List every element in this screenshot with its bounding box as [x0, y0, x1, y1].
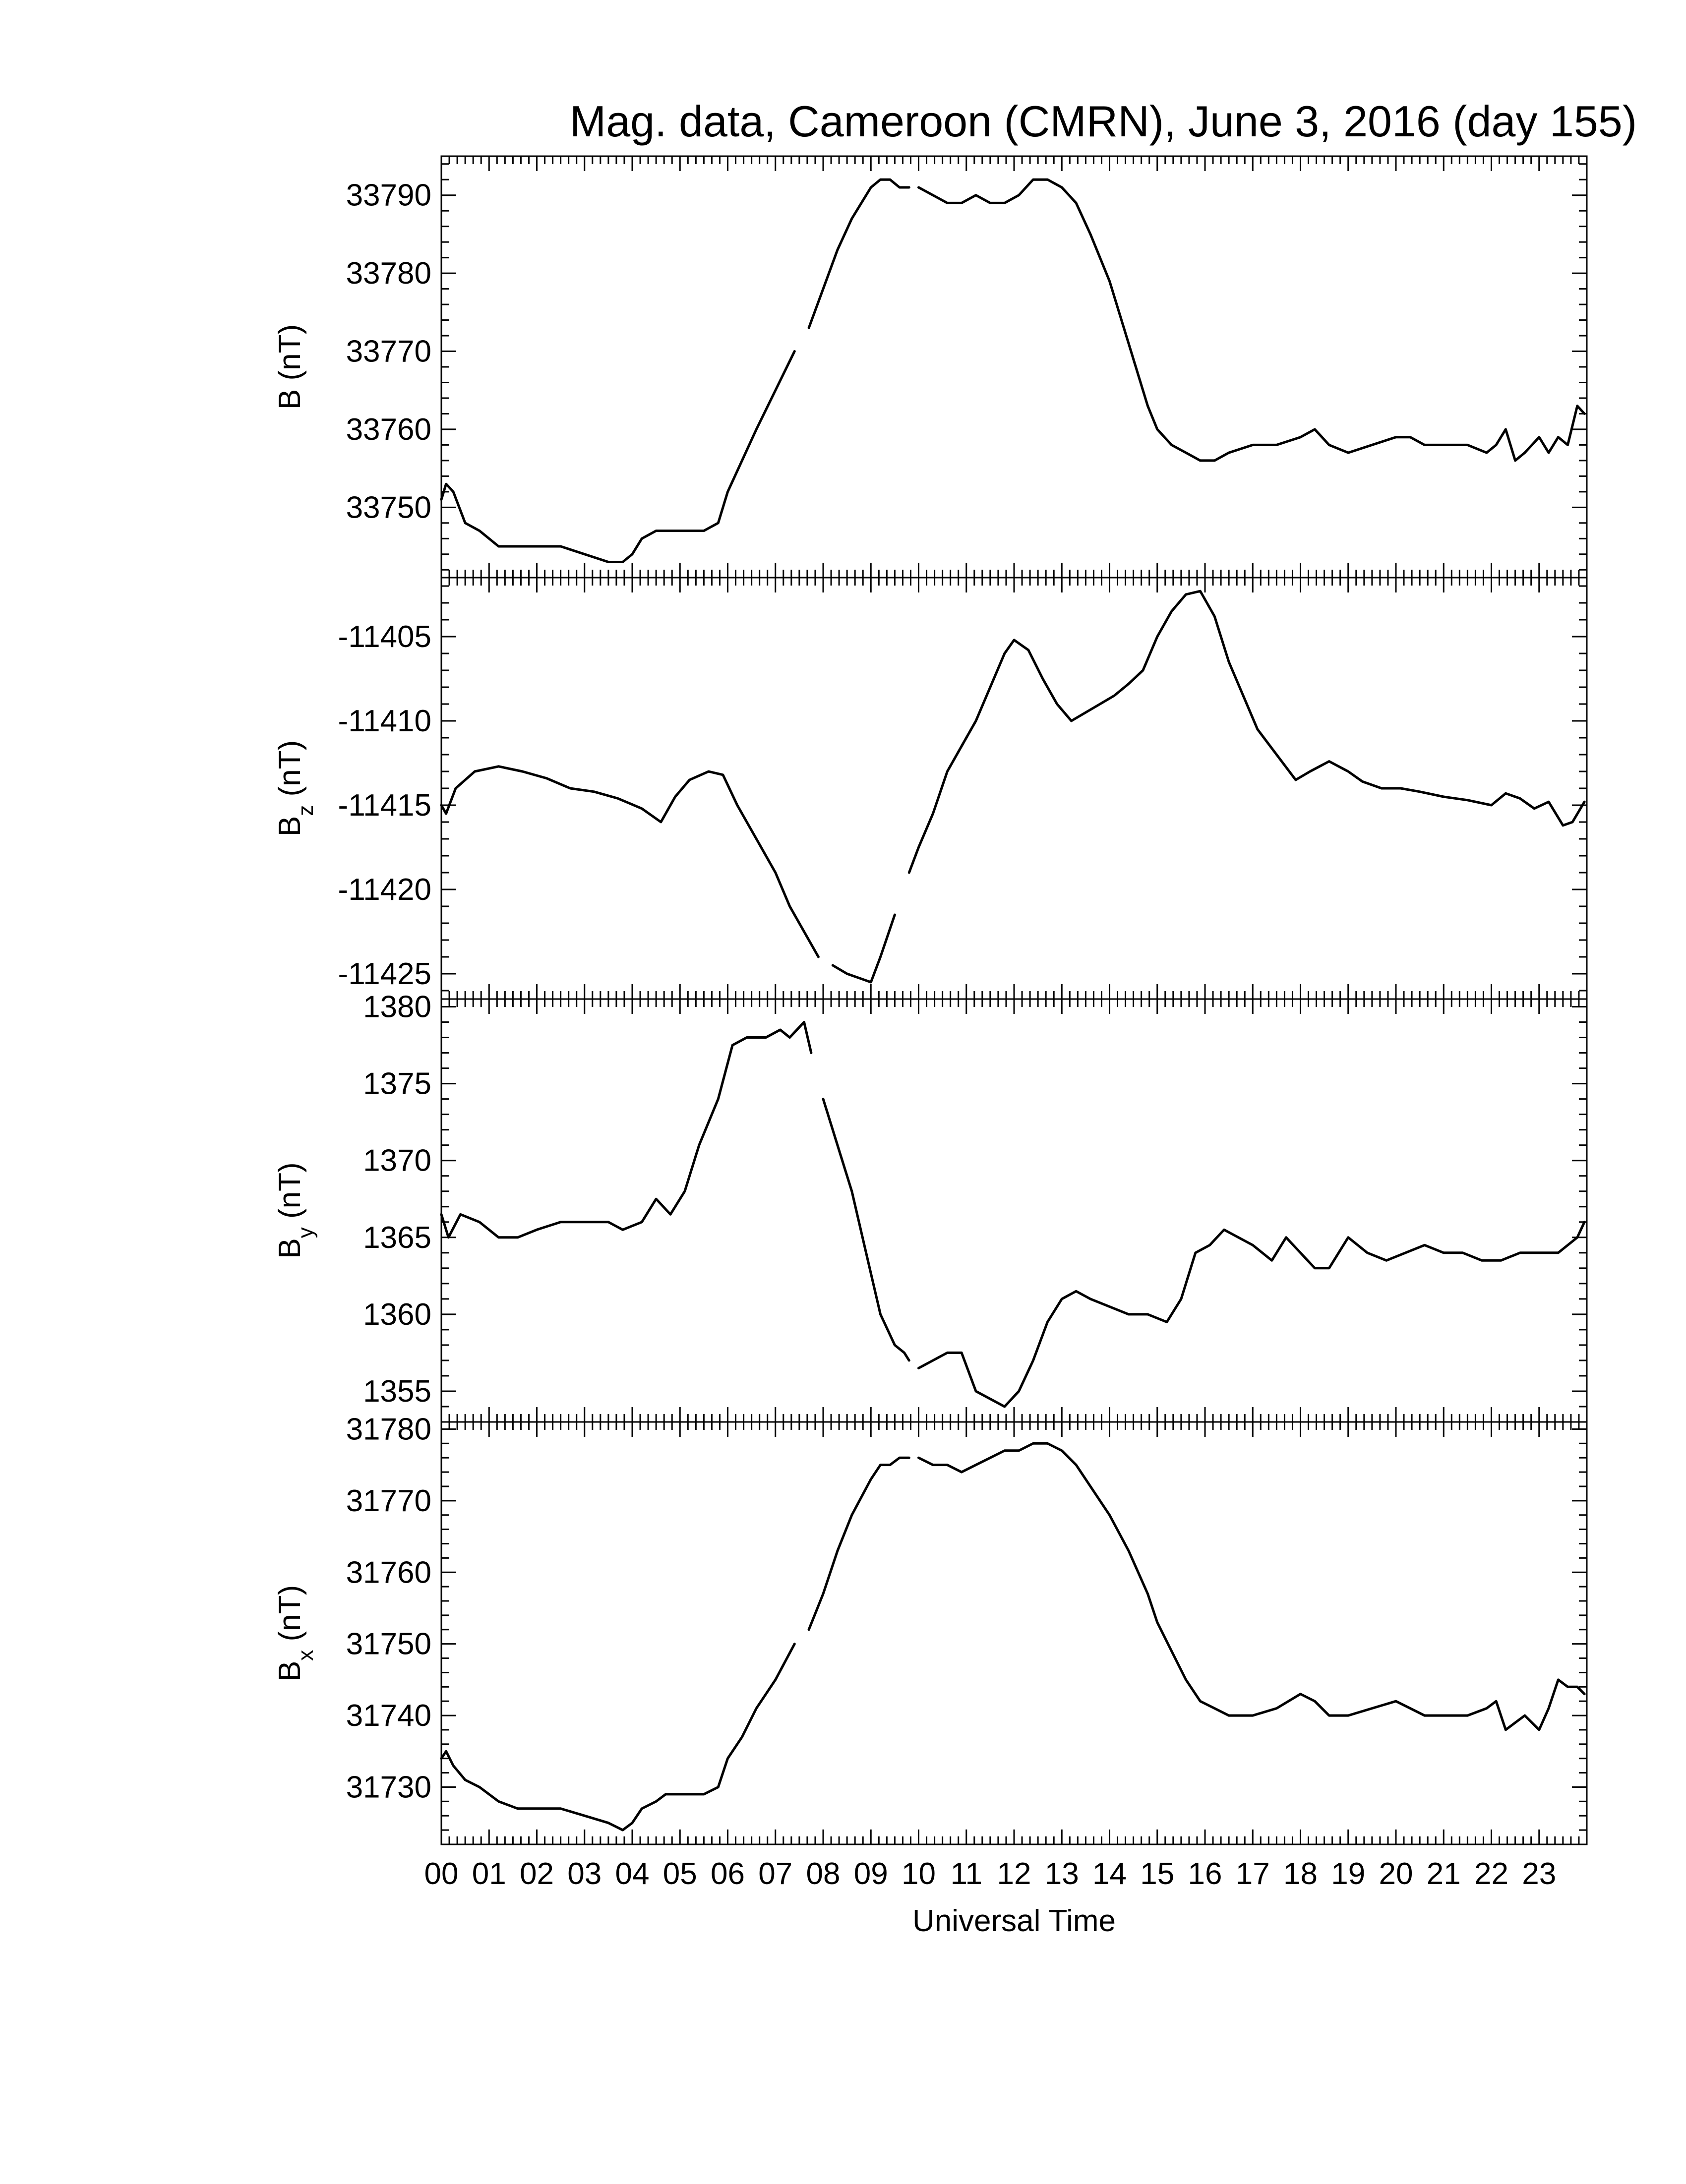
x-tick-label: 14 [1092, 1857, 1127, 1891]
y-axis-label-unit: (nT) [273, 1585, 307, 1650]
x-tick-label: 00 [424, 1857, 459, 1891]
x-tick-label: 04 [615, 1857, 650, 1891]
y-axis-label-unit: (nT) [273, 1162, 307, 1227]
series-line-by [440, 1021, 1586, 1408]
y-axis-label-b: B (nT) [273, 324, 307, 410]
x-tick-label: 22 [1474, 1857, 1508, 1891]
y-axis-label-main: B [273, 1661, 307, 1681]
x-tick-label: 20 [1379, 1857, 1413, 1891]
panel-bx: 31730 31740 31750 31760 31770 31780 Bx (nT) [273, 1412, 1588, 1845]
x-tick-label: 21 [1427, 1857, 1461, 1891]
x-tick-label: 19 [1331, 1857, 1365, 1891]
y-tick-label: 33780 [346, 256, 431, 291]
y-tick-label: -11420 [338, 873, 431, 907]
x-tick-label: 15 [1140, 1857, 1174, 1891]
y-axis-label-main: B [273, 816, 307, 836]
y-axis-label-main: B [273, 1238, 307, 1258]
y-tick-label: -11415 [338, 788, 431, 823]
panel-frame [440, 155, 1588, 579]
y-axis-label-unit: (nT) [273, 324, 307, 389]
series-line-bz [440, 590, 1586, 984]
x-tick-label: 09 [854, 1857, 888, 1891]
y-axis-label-sub: x [294, 1650, 318, 1661]
y-tick-label: 31730 [346, 1770, 431, 1804]
x-tick-label: 07 [758, 1857, 792, 1891]
panel-by: 1355 1360 1365 1370 1375 1380 By (nT) [273, 990, 1588, 1423]
y-tick-label: 1360 [363, 1298, 431, 1332]
x-tick-label: 08 [806, 1857, 841, 1891]
y-tick-label: -11405 [338, 620, 431, 654]
y-tick-label: 33790 [346, 178, 431, 213]
y-tick-label: -11425 [338, 957, 431, 991]
x-tick-label: 18 [1283, 1857, 1318, 1891]
chart-title: Mag. data, Cameroon (CMRN), June 3, 2016… [570, 97, 1637, 146]
y-tick-label: 31770 [346, 1484, 431, 1518]
x-tick-label: 16 [1188, 1857, 1222, 1891]
x-tick-label: 23 [1522, 1857, 1556, 1891]
y-tick-label: 31750 [346, 1627, 431, 1661]
series-line-b [440, 178, 1586, 563]
x-tick-label: 13 [1045, 1857, 1079, 1891]
y-axis-label-sub: y [294, 1227, 318, 1238]
y-axis-label-sub: z [294, 805, 318, 816]
panel-bz: -11405 -11410 -11415 -11420 -11425 Bz (nT) [273, 577, 1588, 1000]
x-tick-label: 06 [711, 1857, 745, 1891]
y-tick-label: 1380 [363, 990, 431, 1024]
y-tick-label: -11410 [338, 704, 431, 738]
x-axis: 00 01 02 03 04 05 06 07 08 09 10 11 12 13 14 15 16 17 18 19… [424, 1857, 1557, 1891]
y-tick-label: 31760 [346, 1555, 431, 1590]
y-tick-label: 33750 [346, 490, 431, 525]
y-axis-label-main: B [273, 389, 307, 410]
y-axis-label-unit: (nT) [273, 740, 307, 805]
x-axis-label: Universal Time [912, 1904, 1116, 1938]
x-tick-label: 01 [472, 1857, 506, 1891]
x-tick-label: 17 [1236, 1857, 1270, 1891]
x-tick-label: 03 [567, 1857, 602, 1891]
y-axis-label-bz: Bz (nT) [273, 740, 318, 836]
panel-frame [440, 998, 1588, 1423]
y-tick-label: 1370 [363, 1144, 431, 1178]
y-tick-label: 1375 [363, 1067, 431, 1101]
panel-frame [440, 1421, 1588, 1845]
y-tick-label: 33770 [346, 335, 431, 369]
y-tick-label: 31780 [346, 1412, 431, 1446]
y-axis-label-by: By (nT) [273, 1162, 318, 1258]
y-tick-label: 31740 [346, 1699, 431, 1733]
y-tick-label: 1355 [363, 1374, 431, 1409]
x-tick-label: 10 [902, 1857, 936, 1891]
x-tick-label: 02 [520, 1857, 554, 1891]
y-tick-label: 33760 [346, 413, 431, 447]
y-axis-label-bx: Bx (nT) [273, 1585, 318, 1681]
y-tick-label: 1365 [363, 1221, 431, 1255]
x-tick-label: 11 [951, 1857, 982, 1891]
x-tick-label: 12 [997, 1857, 1031, 1891]
series-line-bx [440, 1442, 1586, 1831]
x-tick-label: 05 [663, 1857, 697, 1891]
panel-b: 33750 33760 33770 33780 33790 B (nT) [273, 155, 1588, 579]
